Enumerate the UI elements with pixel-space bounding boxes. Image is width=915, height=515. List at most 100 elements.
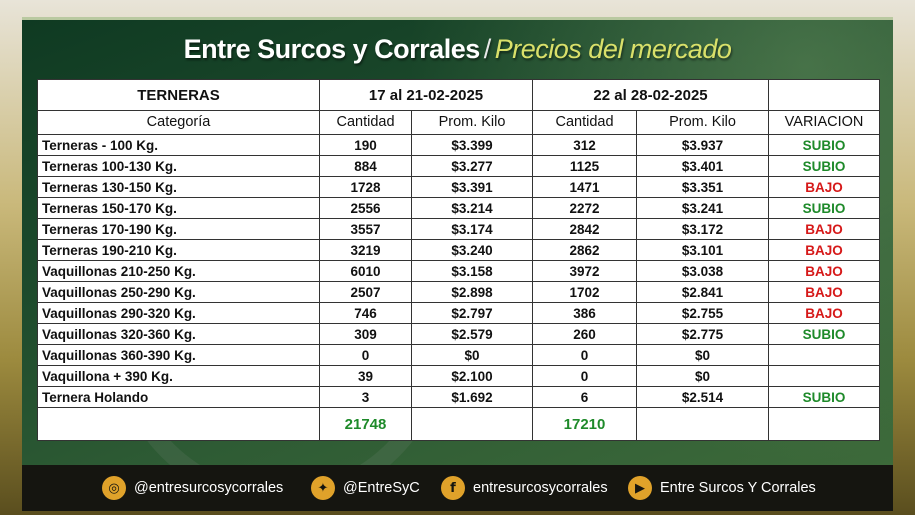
cantidad-1-cell: 746	[319, 302, 412, 324]
table-row: Vaquillonas 320-360 Kg. 309 $2.579 260 $2.77…	[37, 323, 881, 345]
title-main: Entre Surcos y Corrales	[183, 34, 481, 64]
cantidad-1-cell: 39	[319, 365, 412, 387]
category-cell: Terneras 130-150 Kg.	[37, 176, 320, 198]
col-header-variacion: VARIACION	[768, 110, 881, 135]
facebook-icon: f	[441, 476, 465, 500]
variacion-cell: BAJO	[768, 260, 881, 282]
period1-header: 17 al 21-02-2025	[318, 79, 534, 111]
table-row: Vaquillonas 210-250 Kg. 6010 $3.158 3972 $3.…	[37, 260, 881, 282]
prom-kilo-2-cell: $2.775	[636, 323, 770, 345]
category-cell: Vaquillonas 320-360 Kg.	[37, 323, 320, 345]
footer-bar: ◎ @entresurcosycorrales ✦ @EntreSyC f en…	[22, 465, 893, 511]
prom-kilo-1-cell: $2.100	[410, 365, 534, 387]
cantidad-2-cell: 3972	[532, 260, 638, 282]
prom-kilo-2-cell: $2.841	[636, 281, 770, 303]
youtube-icon: ▶	[628, 476, 652, 500]
col-header-categoria: Categoría	[37, 110, 320, 135]
variacion-cell: SUBIO	[768, 134, 881, 156]
prom-kilo-2-cell: $3.351	[636, 176, 770, 198]
prom-kilo-1-cell: $3.391	[410, 176, 534, 198]
table-row: Vaquillonas 250-290 Kg. 2507 $2.898 1702 $2.…	[37, 281, 881, 303]
cantidad-2-cell: 2862	[532, 239, 638, 261]
prom-kilo-1-cell: $3.240	[410, 239, 534, 261]
price-table: TERNERAS 17 al 21-02-2025 22 al 28-02-20…	[37, 79, 881, 441]
totals-spacer-1	[410, 407, 534, 441]
cantidad-1-cell: 2507	[319, 281, 412, 303]
variacion-cell: SUBIO	[768, 155, 881, 177]
prom-kilo-1-cell: $2.579	[410, 323, 534, 345]
table-row: Vaquillona + 390 Kg. 39 $2.100 0 $0	[37, 365, 881, 387]
cantidad-2-cell: 386	[532, 302, 638, 324]
twitter-link[interactable]: ✦ @EntreSyC	[311, 465, 420, 511]
totals-row: 21748 17210	[37, 407, 881, 441]
totals-spacer-3	[768, 407, 881, 441]
prom-kilo-1-cell: $2.797	[410, 302, 534, 324]
prom-kilo-2-cell: $3.241	[636, 197, 770, 219]
cantidad-2-cell: 6	[532, 386, 638, 408]
variacion-cell	[768, 365, 881, 387]
col-header-prom-kilo-1: Prom. Kilo	[410, 110, 534, 135]
prom-kilo-2-cell: $3.401	[636, 155, 770, 177]
youtube-label: Entre Surcos Y Corrales	[660, 480, 816, 496]
cantidad-1-cell: 884	[319, 155, 412, 177]
table-row: Vaquillonas 290-320 Kg. 746 $2.797 386 $2.75…	[37, 302, 881, 324]
total-cantidad-1: 21748	[319, 407, 412, 441]
totals-label	[37, 407, 320, 441]
instagram-label: @entresurcosycorrales	[134, 480, 284, 496]
category-cell: Vaquillonas 250-290 Kg.	[37, 281, 320, 303]
prom-kilo-1-cell: $2.898	[410, 281, 534, 303]
col-header-cantidad-1: Cantidad	[319, 110, 412, 135]
section-header: TERNERAS	[37, 79, 320, 111]
prom-kilo-2-cell: $3.172	[636, 218, 770, 240]
table-row: Ternera Holando 3 $1.692 6 $2.514 SUBIO	[37, 386, 881, 408]
category-cell: Terneras 150-170 Kg.	[37, 197, 320, 219]
prom-kilo-1-cell: $0	[410, 344, 534, 366]
facebook-link[interactable]: f entresurcosycorrales	[441, 465, 608, 511]
cantidad-1-cell: 1728	[319, 176, 412, 198]
twitter-icon: ✦	[311, 476, 335, 500]
total-cantidad-2: 17210	[532, 407, 638, 441]
facebook-label: entresurcosycorrales	[473, 480, 608, 496]
twitter-label: @EntreSyC	[343, 480, 420, 496]
prom-kilo-1-cell: $3.174	[410, 218, 534, 240]
column-header-row: Categoría Cantidad Prom. Kilo Cantidad P…	[37, 110, 881, 135]
category-cell: Terneras 170-190 Kg.	[37, 218, 320, 240]
col-header-prom-kilo-2: Prom. Kilo	[636, 110, 770, 135]
category-cell: Terneras 100-130 Kg.	[37, 155, 320, 177]
cantidad-2-cell: 2842	[532, 218, 638, 240]
youtube-link[interactable]: ▶ Entre Surcos Y Corrales	[628, 465, 816, 511]
cantidad-1-cell: 190	[319, 134, 412, 156]
cantidad-2-cell: 1471	[532, 176, 638, 198]
category-cell: Terneras - 100 Kg.	[37, 134, 320, 156]
category-cell: Vaquillona + 390 Kg.	[37, 365, 320, 387]
prom-kilo-2-cell: $0	[636, 344, 770, 366]
cantidad-1-cell: 2556	[319, 197, 412, 219]
variacion-cell: BAJO	[768, 176, 881, 198]
variacion-cell	[768, 344, 881, 366]
cantidad-2-cell: 0	[532, 365, 638, 387]
prom-kilo-1-cell: $1.692	[410, 386, 534, 408]
col-header-cantidad-2: Cantidad	[532, 110, 638, 135]
cantidad-1-cell: 6010	[319, 260, 412, 282]
prom-kilo-1-cell: $3.158	[410, 260, 534, 282]
table-row: Terneras 190-210 Kg. 3219 $3.240 2862 $3.101…	[37, 239, 881, 261]
prom-kilo-2-cell: $2.514	[636, 386, 770, 408]
category-cell: Vaquillonas 360-390 Kg.	[37, 344, 320, 366]
table-row: Terneras 150-170 Kg. 2556 $3.214 2272 $3.241…	[37, 197, 881, 219]
prom-kilo-1-cell: $3.277	[410, 155, 534, 177]
variacion-cell: BAJO	[768, 302, 881, 324]
prom-kilo-2-cell: $2.755	[636, 302, 770, 324]
instagram-link[interactable]: ◎ @entresurcosycorrales	[102, 465, 283, 511]
table-row: Terneras 130-150 Kg. 1728 $3.391 1471 $3.351…	[37, 176, 881, 198]
table-header-row: TERNERAS 17 al 21-02-2025 22 al 28-02-20…	[37, 79, 881, 111]
prom-kilo-2-cell: $3.937	[636, 134, 770, 156]
prom-kilo-2-cell: $3.038	[636, 260, 770, 282]
variacion-cell: BAJO	[768, 218, 881, 240]
table-row: Terneras - 100 Kg. 190 $3.399 312 $3.937 SUBI…	[37, 134, 881, 156]
cantidad-2-cell: 260	[532, 323, 638, 345]
title-subtitle: Precios del mercado	[494, 34, 732, 64]
title-separator: /	[483, 34, 492, 64]
variacion-cell: SUBIO	[768, 386, 881, 408]
table-row: Terneras 170-190 Kg. 3557 $3.174 2842 $3.172…	[37, 218, 881, 240]
prom-kilo-2-cell: $0	[636, 365, 770, 387]
